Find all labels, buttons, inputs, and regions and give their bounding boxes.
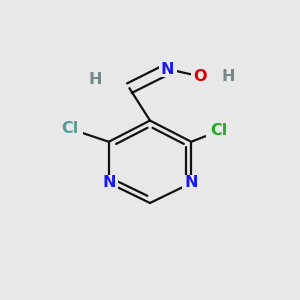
Text: H: H bbox=[221, 70, 235, 85]
Bar bbox=[87, 71, 104, 87]
Bar bbox=[57, 121, 83, 137]
Bar bbox=[100, 175, 118, 191]
Bar bbox=[219, 69, 237, 85]
Text: O: O bbox=[193, 69, 207, 84]
Text: Cl: Cl bbox=[211, 123, 228, 138]
Text: N: N bbox=[184, 176, 198, 190]
Bar bbox=[206, 123, 232, 139]
Text: N: N bbox=[102, 176, 116, 190]
Bar bbox=[182, 175, 200, 191]
Bar bbox=[191, 68, 209, 85]
Text: Cl: Cl bbox=[61, 121, 79, 136]
Text: H: H bbox=[89, 72, 102, 87]
Text: N: N bbox=[161, 61, 174, 76]
Bar bbox=[159, 61, 176, 77]
